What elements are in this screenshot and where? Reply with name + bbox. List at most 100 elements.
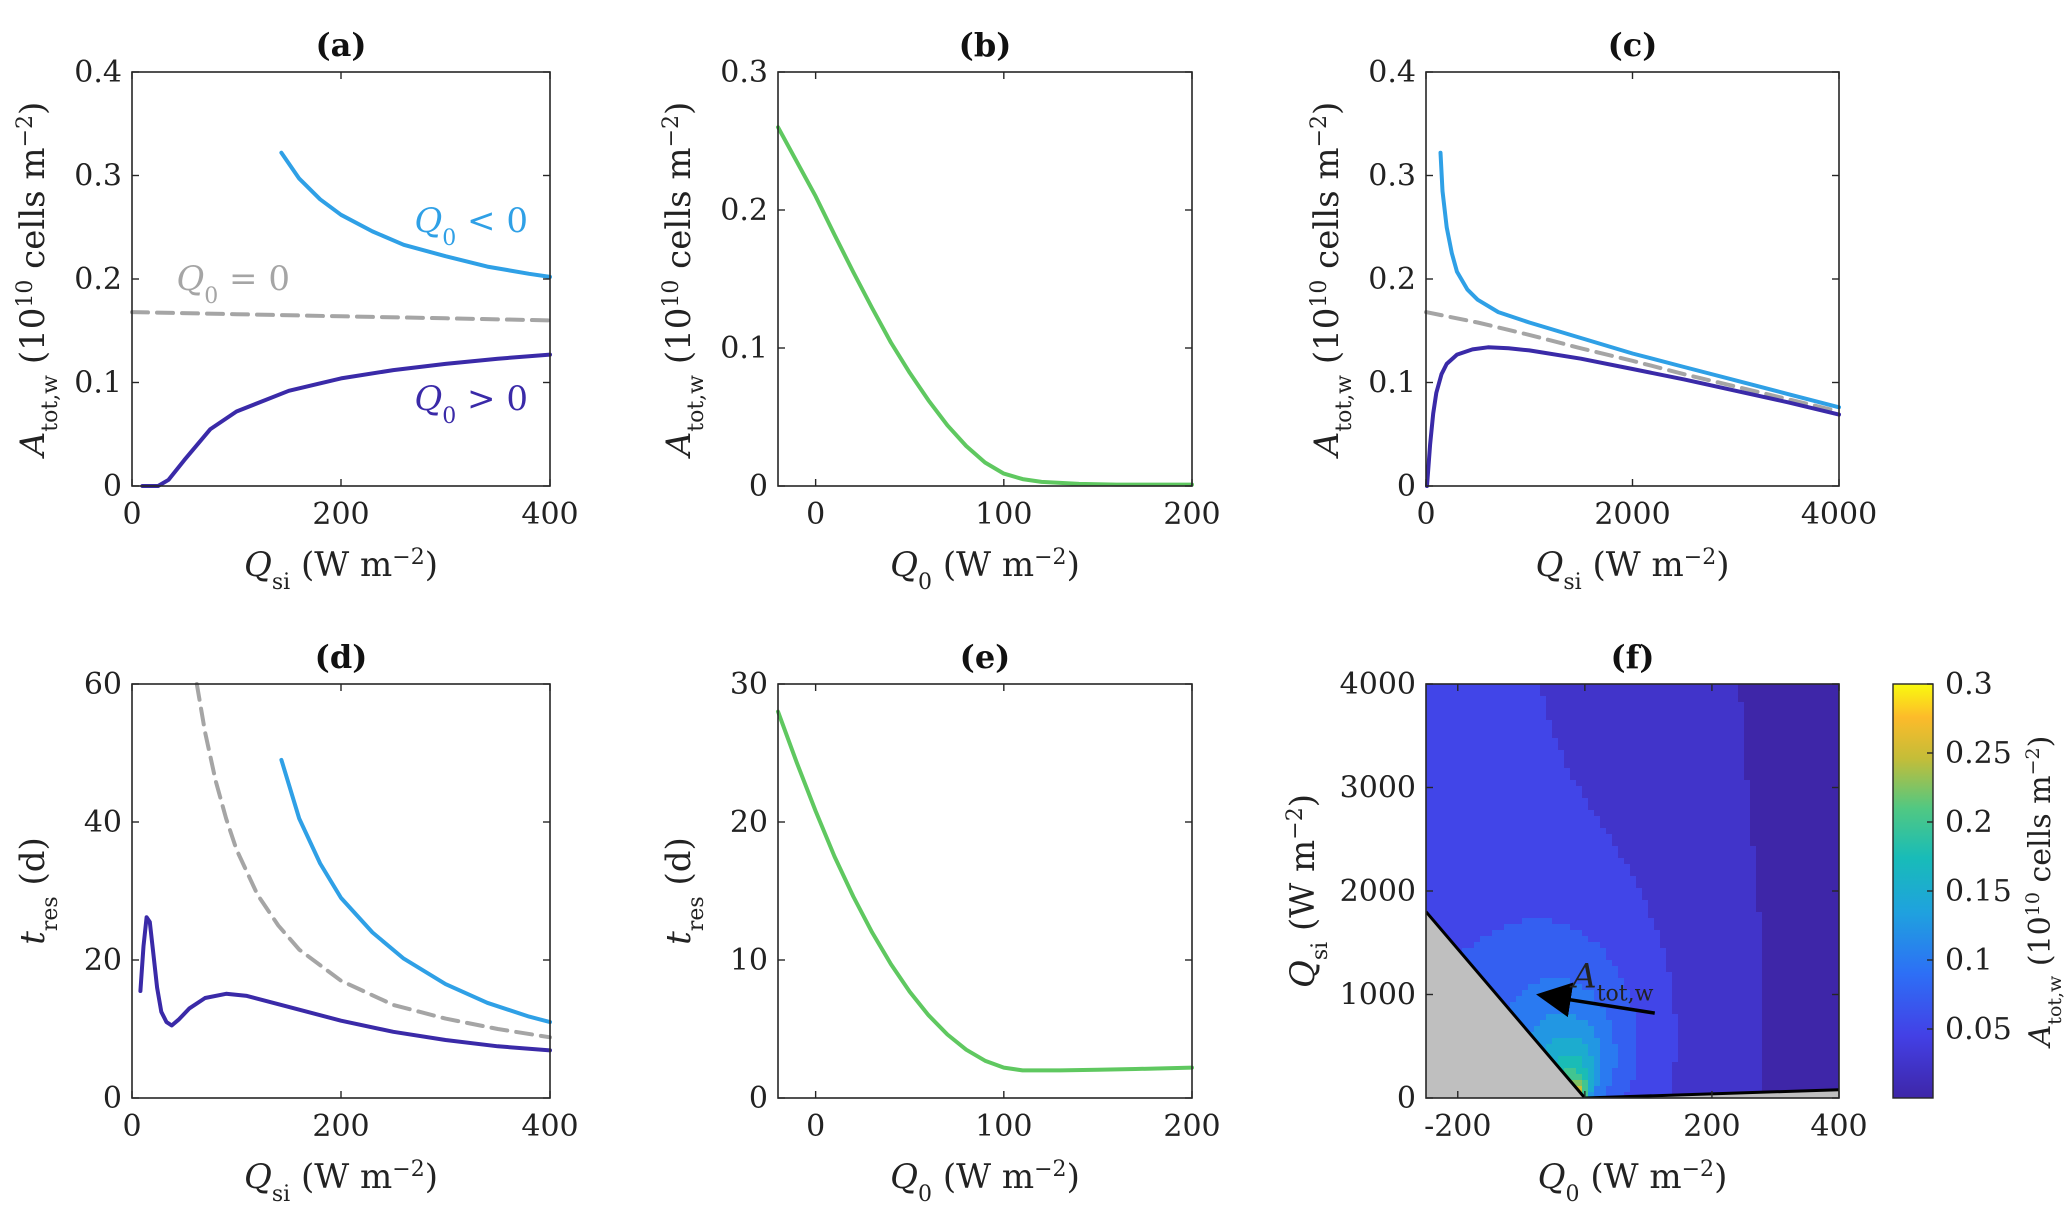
y-tick-label: 0.3 [74, 159, 122, 194]
series-line-c-2 [1425, 345, 1841, 488]
colorbar-tick-label: 0.2 [1945, 805, 1993, 840]
series-line-c-1 [1424, 310, 1841, 414]
y-tick-label: 1000 [1340, 978, 1416, 1013]
panel-f: Atot,w 0.05 0.1 0.15 0.2 0.25 0.3 Atot,w (1010 … [1283, 638, 2067, 1207]
y-tick-label: 0.2 [74, 262, 122, 297]
colorbar-tick-label: 0.15 [1945, 874, 2012, 909]
series-line-d-0 [279, 757, 552, 1025]
panel-a: 0 200 400 0 0.1 0.2 0.3 0.4 (a) Qsi (W m−2) Atot,w… [13, 26, 579, 595]
y-tick-label: 0.1 [720, 331, 768, 366]
colorbar: 0.05 0.1 0.15 0.2 0.25 0.3 Atot,w (1010 cells … [1892, 667, 2066, 1099]
heatmap-field [1426, 684, 1839, 1098]
x-tick-label: 200 [1163, 1109, 1220, 1144]
y-tick-label: 0.1 [74, 366, 122, 401]
gradient-arrow-label: Atot,w [1569, 956, 1653, 1006]
y-tick-label: 4000 [1340, 667, 1416, 702]
x-axis-label-d: Qsi (W m−2) [244, 1157, 438, 1207]
series-line-b-0 [776, 125, 1194, 487]
x-tick-label: 400 [521, 497, 578, 532]
x-tick-label: 0 [806, 497, 825, 532]
x-tick-label: 400 [521, 1109, 578, 1144]
y-tick-label: 40 [84, 805, 122, 840]
panel-title-f: (f) [1610, 638, 1654, 676]
x-tick-label: 100 [975, 497, 1032, 532]
panel-title-d: (d) [315, 638, 368, 676]
x-tick-label: -200 [1424, 1109, 1491, 1144]
y-axis-label-e: tres (d) [659, 837, 709, 945]
x-axis-label-e: Q0 (W m−2) [890, 1157, 1080, 1207]
x-tick-label: 0 [1575, 1109, 1594, 1144]
y-axis-label-b: Atot,w (1010 cells m−2) [659, 102, 709, 460]
colorbar-label: Atot,w (1010 cells m−2) [2022, 736, 2066, 1050]
x-tick-label: 0 [1416, 497, 1435, 532]
series-line-a-0 [279, 150, 552, 279]
series-line-a-2 [140, 352, 552, 488]
panel-title-a: (a) [315, 26, 366, 64]
y-tick-label: 0 [103, 469, 122, 504]
y-tick-label: 0.4 [74, 55, 122, 90]
colorbar-tick-label: 0.25 [1945, 736, 2012, 771]
series-annotation-a-1: Q0 = 0 [176, 259, 290, 309]
y-tick-label: 10 [730, 943, 768, 978]
x-tick-label: 2000 [1594, 497, 1670, 532]
y-tick-label: 0 [1397, 469, 1416, 504]
series-line-d-2 [138, 915, 552, 1053]
y-tick-label: 60 [84, 667, 122, 702]
x-tick-label: 200 [1683, 1109, 1740, 1144]
boundary-left [1426, 910, 1586, 1098]
x-axis-label-c: Qsi (W m−2) [1536, 545, 1730, 595]
series-annotation-a-0: Q0 < 0 [414, 201, 528, 251]
series-line-e-0 [776, 709, 1194, 1073]
panel-d: 0 200 400 0 20 40 60 (d) Qsi (W m−2) tres (d) [13, 638, 579, 1207]
x-tick-label: 4000 [1801, 497, 1877, 532]
series-annotation-a-2: Q0 > 0 [414, 379, 528, 429]
y-tick-label: 0 [103, 1081, 122, 1116]
axes-frame-c [1425, 71, 1840, 487]
colorbar-tick-label: 0.3 [1945, 667, 1993, 702]
y-axis-label-d: tres (d) [13, 837, 63, 945]
panel-b: 0 100 200 0 0.1 0.2 0.3 (b) Q0 (W m−2) Atot,w (10… [659, 26, 1221, 595]
y-axis-label-a: Atot,w (1010 cells m−2) [13, 102, 63, 460]
y-tick-label: 3000 [1340, 771, 1416, 806]
colorbar-bar [1892, 683, 1934, 1099]
axes-frame-e [777, 683, 1193, 1099]
panel-e: 0 100 200 0 10 20 30 (e) Q0 (W m−2) tres (d) [659, 638, 1221, 1207]
gradient-arrow [1536, 982, 1656, 1018]
x-axis-label-f: Q0 (W m−2) [1538, 1157, 1728, 1207]
y-tick-label: 0 [749, 469, 768, 504]
panel-title-b: (b) [959, 26, 1012, 64]
colorbar-tick-label: 0.1 [1945, 943, 1993, 978]
y-tick-label: 20 [84, 943, 122, 978]
panel-title-c: (c) [1608, 26, 1658, 64]
y-tick-label: 0.1 [1368, 366, 1416, 401]
y-tick-label: 0.3 [720, 55, 768, 90]
x-tick-label: 200 [312, 1109, 369, 1144]
y-tick-label: 30 [730, 667, 768, 702]
x-tick-label: 0 [122, 1109, 141, 1144]
y-tick-label: 0.2 [720, 193, 768, 228]
x-axis-label-b: Q0 (W m−2) [890, 545, 1080, 595]
series-line-c-0 [1438, 150, 1841, 410]
series-line-d-1 [194, 682, 552, 1040]
x-tick-label: 200 [1163, 497, 1220, 532]
series-line-a-1 [130, 310, 552, 323]
y-tick-label: 0.4 [1368, 55, 1416, 90]
y-tick-label: 0.2 [1368, 262, 1416, 297]
y-axis-label-f: Qsi (W m−2) [1283, 794, 1333, 988]
x-axis-label-a: Qsi (W m−2) [244, 545, 438, 595]
x-tick-label: 0 [806, 1109, 825, 1144]
x-tick-label: 400 [1810, 1109, 1867, 1144]
x-tick-label: 0 [122, 497, 141, 532]
y-tick-label: 0.3 [1368, 159, 1416, 194]
panel-c: 0 2000 4000 0 0.1 0.2 0.3 0.4 (c) Qsi (W m−2) Atot… [1307, 26, 1878, 595]
y-tick-label: 20 [730, 805, 768, 840]
axes-frame-b [777, 71, 1193, 487]
x-tick-label: 200 [312, 497, 369, 532]
y-axis-label-c: Atot,w (1010 cells m−2) [1307, 102, 1357, 460]
y-tick-label: 0 [749, 1081, 768, 1116]
panel-title-e: (e) [960, 638, 1011, 676]
x-tick-label: 100 [975, 1109, 1032, 1144]
colorbar-tick-label: 0.05 [1945, 1012, 2012, 1047]
axes-frame-d [131, 683, 551, 1099]
